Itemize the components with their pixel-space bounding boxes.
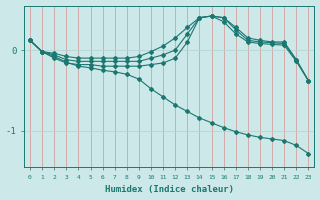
X-axis label: Humidex (Indice chaleur): Humidex (Indice chaleur)	[105, 185, 234, 194]
